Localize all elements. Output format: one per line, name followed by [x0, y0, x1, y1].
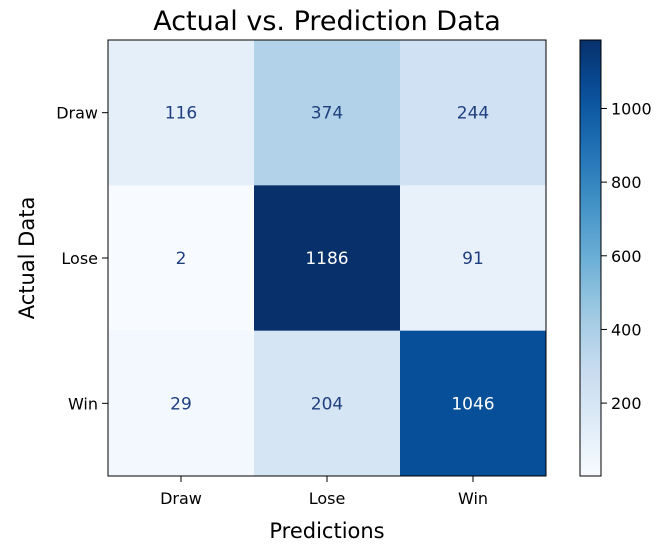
colorbar-tick-label: 200: [611, 394, 642, 413]
cell-value-label: 244: [457, 104, 489, 124]
heatmap-cell: [254, 40, 401, 186]
heatmap-cell: [400, 40, 547, 186]
heatmap-cell: [400, 185, 547, 332]
cell-value-label: 1186: [305, 249, 348, 269]
colorbar-tick-label: 400: [611, 320, 642, 339]
cell-value-label: 374: [311, 104, 343, 124]
heatmap-cell: [254, 330, 401, 477]
heatmap-cell: [108, 330, 255, 477]
x-tick-label: Draw: [160, 489, 202, 508]
y-axis-label: Actual Data: [15, 197, 39, 320]
colorbar-tick-label: 800: [611, 173, 642, 192]
cell-value-label: 2: [176, 249, 187, 269]
heatmap-cell: [254, 185, 401, 332]
x-axis-ticks: Draw Lose Win: [160, 476, 488, 508]
colorbar-tick-label: 600: [611, 247, 642, 266]
heatmap-cells: [108, 40, 547, 477]
heatmap-cell: [108, 40, 255, 186]
y-tick-label: Lose: [61, 249, 98, 268]
y-axis-ticks: Draw Lose Win: [56, 104, 108, 413]
cell-value-label: 204: [311, 394, 343, 414]
heatmap-cell-labels: 116 374 244 2 1186 91 29 204 1046: [165, 104, 495, 415]
colorbar: [579, 39, 602, 477]
cell-value-label: 29: [170, 394, 192, 414]
colorbar-tick-label: 1000: [611, 99, 652, 118]
x-tick-label: Lose: [309, 489, 346, 508]
heatmap-cell: [400, 330, 547, 477]
x-axis-label: Predictions: [269, 519, 384, 543]
y-tick-label: Draw: [56, 104, 98, 123]
y-tick-label: Win: [68, 394, 98, 413]
x-tick-label: Win: [458, 489, 488, 508]
colorbar-ticks: 200 400 600 800 1000: [601, 99, 652, 413]
cell-value-label: 1046: [451, 394, 494, 414]
cell-value-label: 91: [462, 249, 484, 269]
heatmap-cell: [108, 185, 255, 332]
chart-title: Actual vs. Prediction Data: [153, 6, 501, 37]
cell-value-label: 116: [165, 104, 197, 124]
